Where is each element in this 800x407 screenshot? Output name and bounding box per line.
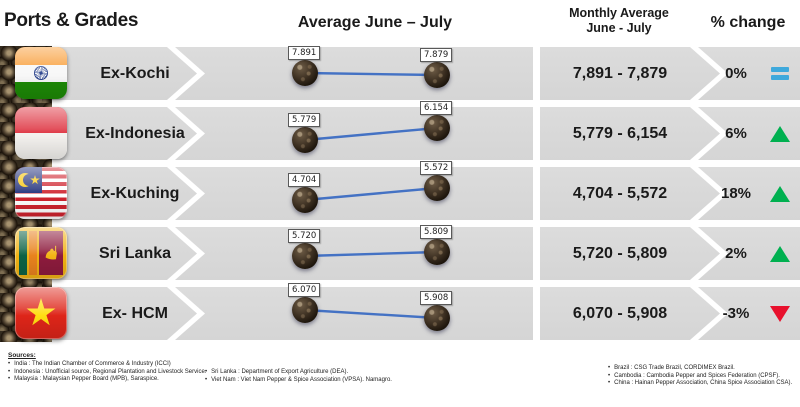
july-data-point	[424, 305, 450, 331]
port-name: Ex-Kochi	[100, 65, 170, 82]
july-value-label: 5.572	[420, 161, 453, 175]
lion-icon	[45, 245, 57, 260]
star-icon	[26, 298, 56, 326]
ashoka-chakra-icon	[34, 66, 48, 81]
june-data-point	[292, 60, 318, 86]
june-value-label: 4.704	[288, 173, 321, 187]
port-name: Ex-Kuching	[90, 185, 180, 202]
source-line: China : Hainan Pepper Association, China…	[608, 380, 792, 388]
percent-change-value: -3%	[722, 305, 750, 322]
crescent-icon	[18, 173, 35, 187]
port-segment	[52, 167, 197, 220]
sources-column-3: Brazil : CSG Trade Brazil, CORDIMEX Braz…	[608, 365, 792, 388]
percent-change-header: % change	[710, 14, 786, 31]
port-segment	[52, 227, 197, 280]
vietnam-flag-icon	[15, 287, 67, 339]
port-segment	[52, 287, 197, 340]
malaysia-flag-icon	[15, 167, 67, 219]
monthly-average-header-line1: Monthly Average	[569, 6, 669, 20]
table-row: Ex-Kuching 4.704 5.572 4,704 - 5,572 18%	[0, 161, 800, 220]
chart-segment	[175, 107, 533, 160]
june-value-label: 5.720	[288, 229, 321, 243]
sparkline-chart: 7.891 7.879	[240, 46, 530, 100]
monthly-average-header-line2: June - July	[586, 21, 652, 35]
sparkline-chart: 5.720 5.809	[240, 225, 530, 280]
june-value-label: 6.070	[288, 283, 321, 297]
sparkline-chart: 5.779 6.154	[240, 101, 530, 160]
up-arrow-icon	[768, 107, 792, 160]
monthly-average-value: 5,779 - 6,154	[572, 125, 668, 142]
june-value-label: 5.779	[288, 113, 321, 127]
percent-change-value: 0%	[725, 65, 747, 82]
down-arrow-icon	[768, 287, 792, 340]
monthly-average-value: 4,704 - 5,572	[572, 185, 668, 202]
percent-change-value: 18%	[720, 185, 752, 202]
july-data-point	[424, 115, 450, 141]
june-data-point	[292, 297, 318, 323]
table-row: Sri Lanka 5.720 5.809 5,720 - 5,809 2%	[0, 225, 800, 280]
sparkline-chart: 6.070 5.908	[240, 283, 530, 340]
monthly-segment	[540, 227, 720, 280]
source-line: Sri Lanka : Department of Export Agricul…	[205, 369, 392, 377]
sri-lanka-flag-icon	[15, 227, 67, 279]
star-icon	[30, 175, 40, 185]
source-line: Viet Nam : Viet Nam Pepper & Spice Assoc…	[205, 377, 392, 385]
average-june-july-header: Average June – July	[297, 14, 453, 31]
july-value-label: 5.908	[420, 291, 453, 305]
indonesia-flag-icon	[15, 107, 67, 159]
monthly-segment	[540, 287, 720, 340]
up-arrow-icon	[768, 227, 792, 280]
july-value-label: 6.154	[420, 101, 453, 115]
source-line: Indonesia : Unofficial source, Regional …	[8, 369, 206, 377]
monthly-average-value: 6,070 - 5,908	[572, 305, 668, 322]
percent-change-value: 2%	[725, 245, 747, 262]
monthly-segment	[540, 47, 720, 100]
monthly-segment	[540, 167, 720, 220]
source-line: Brazil : CSG Trade Brazil, CORDIMEX Braz…	[608, 365, 792, 373]
june-value-label: 7.891	[288, 46, 321, 60]
port-segment	[52, 107, 197, 160]
chart-segment	[175, 167, 533, 220]
june-data-point	[292, 243, 318, 269]
monthly-average-value: 5,720 - 5,809	[572, 245, 668, 262]
port-name: Sri Lanka	[98, 245, 172, 262]
source-line: India : The Indian Chamber of Commerce &…	[8, 361, 206, 369]
monthly-segment	[540, 107, 720, 160]
port-name: Ex- HCM	[102, 305, 168, 322]
port-segment	[52, 47, 197, 100]
port-name: Ex-Indonesia	[85, 125, 185, 142]
monthly-average-value: 7,891 - 7,879	[572, 65, 668, 82]
table-row: Ex- HCM 6.070 5.908 6,070 - 5,908 -3%	[0, 283, 800, 340]
july-data-point	[424, 62, 450, 88]
july-value-label: 5.809	[420, 225, 453, 239]
july-data-point	[424, 175, 450, 201]
percent-change-value: 6%	[725, 125, 747, 142]
ports-grades-header: Ports & Grades	[4, 10, 139, 31]
june-data-point	[292, 187, 318, 213]
sources-title: Sources:	[8, 352, 36, 359]
equals-icon	[768, 47, 792, 100]
india-flag-icon	[15, 47, 67, 99]
source-line: Malaysia : Malaysian Pepper Board (MPB),…	[8, 376, 206, 384]
sparkline-chart: 4.704 5.572	[240, 161, 530, 220]
june-data-point	[292, 127, 318, 153]
july-value-label: 7.879	[420, 48, 453, 62]
source-line: Cambodia : Cambodia Pepper and Spices Fe…	[608, 373, 792, 381]
sources-column-2: Sri Lanka : Department of Export Agricul…	[205, 369, 392, 384]
table-row: Ex-Kochi 7.891 7.879 7,891 - 7,879 0%	[0, 46, 800, 100]
july-data-point	[424, 239, 450, 265]
sources-column-1: India : The Indian Chamber of Commerce &…	[8, 361, 206, 384]
monthly-average-header: Monthly Average June - July	[540, 6, 698, 36]
up-arrow-icon	[768, 167, 792, 220]
table-row: Ex-Indonesia 5.779 6.154 5,779 - 6,154 6…	[0, 101, 800, 160]
